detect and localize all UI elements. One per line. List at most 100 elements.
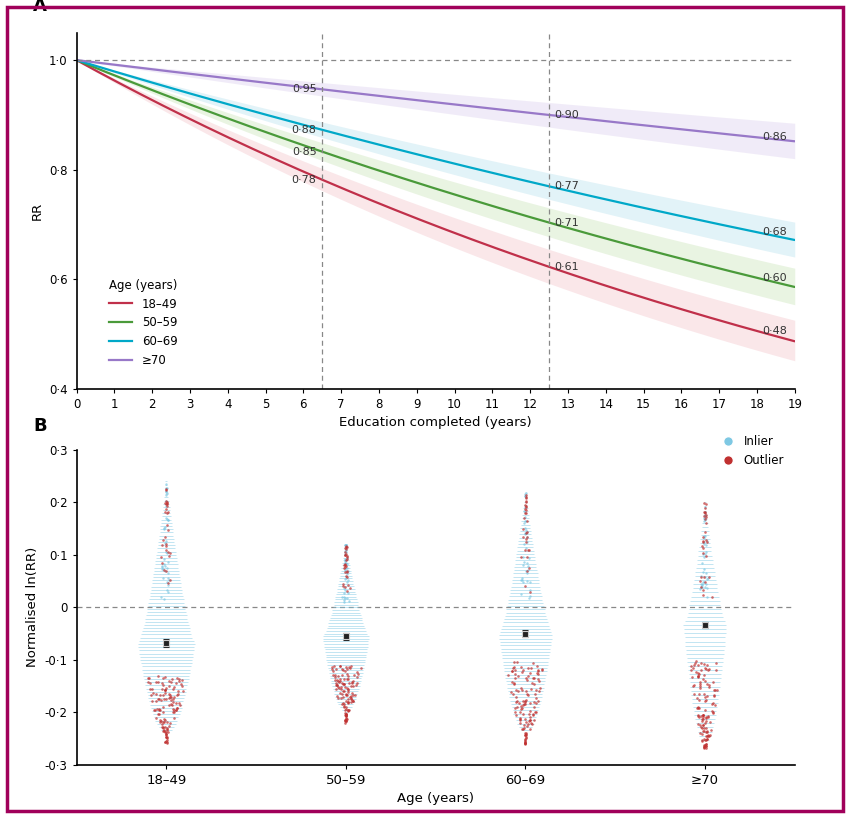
Point <box>338 681 352 694</box>
Point <box>333 672 347 685</box>
Point <box>518 694 532 708</box>
Point <box>516 551 530 564</box>
Point <box>518 506 531 519</box>
Point <box>151 676 165 689</box>
Point <box>159 736 173 749</box>
Point <box>337 558 351 571</box>
Point <box>696 546 710 559</box>
Point <box>171 672 184 685</box>
Point <box>510 655 524 668</box>
Point <box>340 557 354 570</box>
Point <box>508 702 522 715</box>
Point <box>159 727 173 740</box>
Point <box>519 719 533 732</box>
Point <box>699 741 712 754</box>
Point <box>698 662 711 675</box>
Point <box>338 708 352 721</box>
Point <box>518 726 532 739</box>
Point <box>162 725 175 738</box>
Point <box>336 677 349 690</box>
Point <box>159 735 173 748</box>
Point <box>158 683 172 696</box>
Point <box>155 714 168 727</box>
Point <box>159 540 173 553</box>
Point <box>518 718 531 731</box>
Point <box>342 703 355 717</box>
Point <box>696 711 710 724</box>
Point <box>339 556 353 569</box>
Point <box>513 705 527 718</box>
Point <box>339 695 353 708</box>
Point <box>160 737 173 750</box>
Point <box>341 704 354 717</box>
Point <box>523 583 536 596</box>
Point <box>697 514 711 527</box>
Point <box>341 564 354 578</box>
Point <box>696 531 710 544</box>
Point <box>688 688 701 701</box>
Point <box>332 669 345 682</box>
Point <box>167 681 181 694</box>
Point <box>350 665 364 678</box>
Point <box>521 560 535 573</box>
Point <box>158 671 172 684</box>
Point <box>329 682 343 695</box>
Point <box>337 580 350 593</box>
Point <box>700 732 713 745</box>
Point <box>706 696 720 709</box>
Point <box>521 574 535 587</box>
Point <box>686 662 700 675</box>
Point <box>684 663 698 676</box>
Point <box>519 729 533 742</box>
Point <box>156 676 169 689</box>
Point <box>329 678 343 691</box>
Point <box>699 577 712 590</box>
Point <box>157 592 171 605</box>
Point <box>337 591 351 604</box>
Point <box>160 537 173 551</box>
Point <box>336 578 349 591</box>
Point <box>703 728 717 741</box>
Point <box>340 591 354 605</box>
Point <box>520 556 534 569</box>
Point <box>166 703 179 716</box>
Point <box>337 593 351 606</box>
Point <box>517 575 530 588</box>
Point <box>161 495 174 508</box>
Point <box>144 689 158 702</box>
Point <box>524 717 538 730</box>
Point <box>519 694 533 707</box>
Point <box>166 706 179 719</box>
Point <box>535 663 548 676</box>
Point <box>346 694 360 708</box>
Point <box>519 527 533 540</box>
Point <box>527 713 541 726</box>
Point <box>342 661 355 674</box>
Point <box>345 687 359 700</box>
Point <box>507 656 520 669</box>
Point <box>157 564 171 577</box>
Point <box>338 564 352 577</box>
Point <box>326 663 339 676</box>
Point <box>698 506 711 519</box>
Point <box>341 685 354 699</box>
Point <box>697 657 711 670</box>
Point <box>343 662 356 675</box>
Point <box>340 688 354 701</box>
Point <box>165 693 178 706</box>
Point <box>160 486 173 499</box>
Point <box>701 663 715 676</box>
Text: A: A <box>33 0 48 16</box>
Point <box>173 699 187 712</box>
Point <box>694 727 708 740</box>
Point <box>159 693 173 706</box>
Point <box>159 713 173 726</box>
Point <box>516 663 530 676</box>
Point <box>518 737 532 750</box>
Point <box>333 659 347 672</box>
Point <box>336 684 349 697</box>
Point <box>700 534 713 547</box>
Point <box>699 506 712 519</box>
Point <box>690 691 704 704</box>
Text: 0·48: 0·48 <box>762 326 787 336</box>
